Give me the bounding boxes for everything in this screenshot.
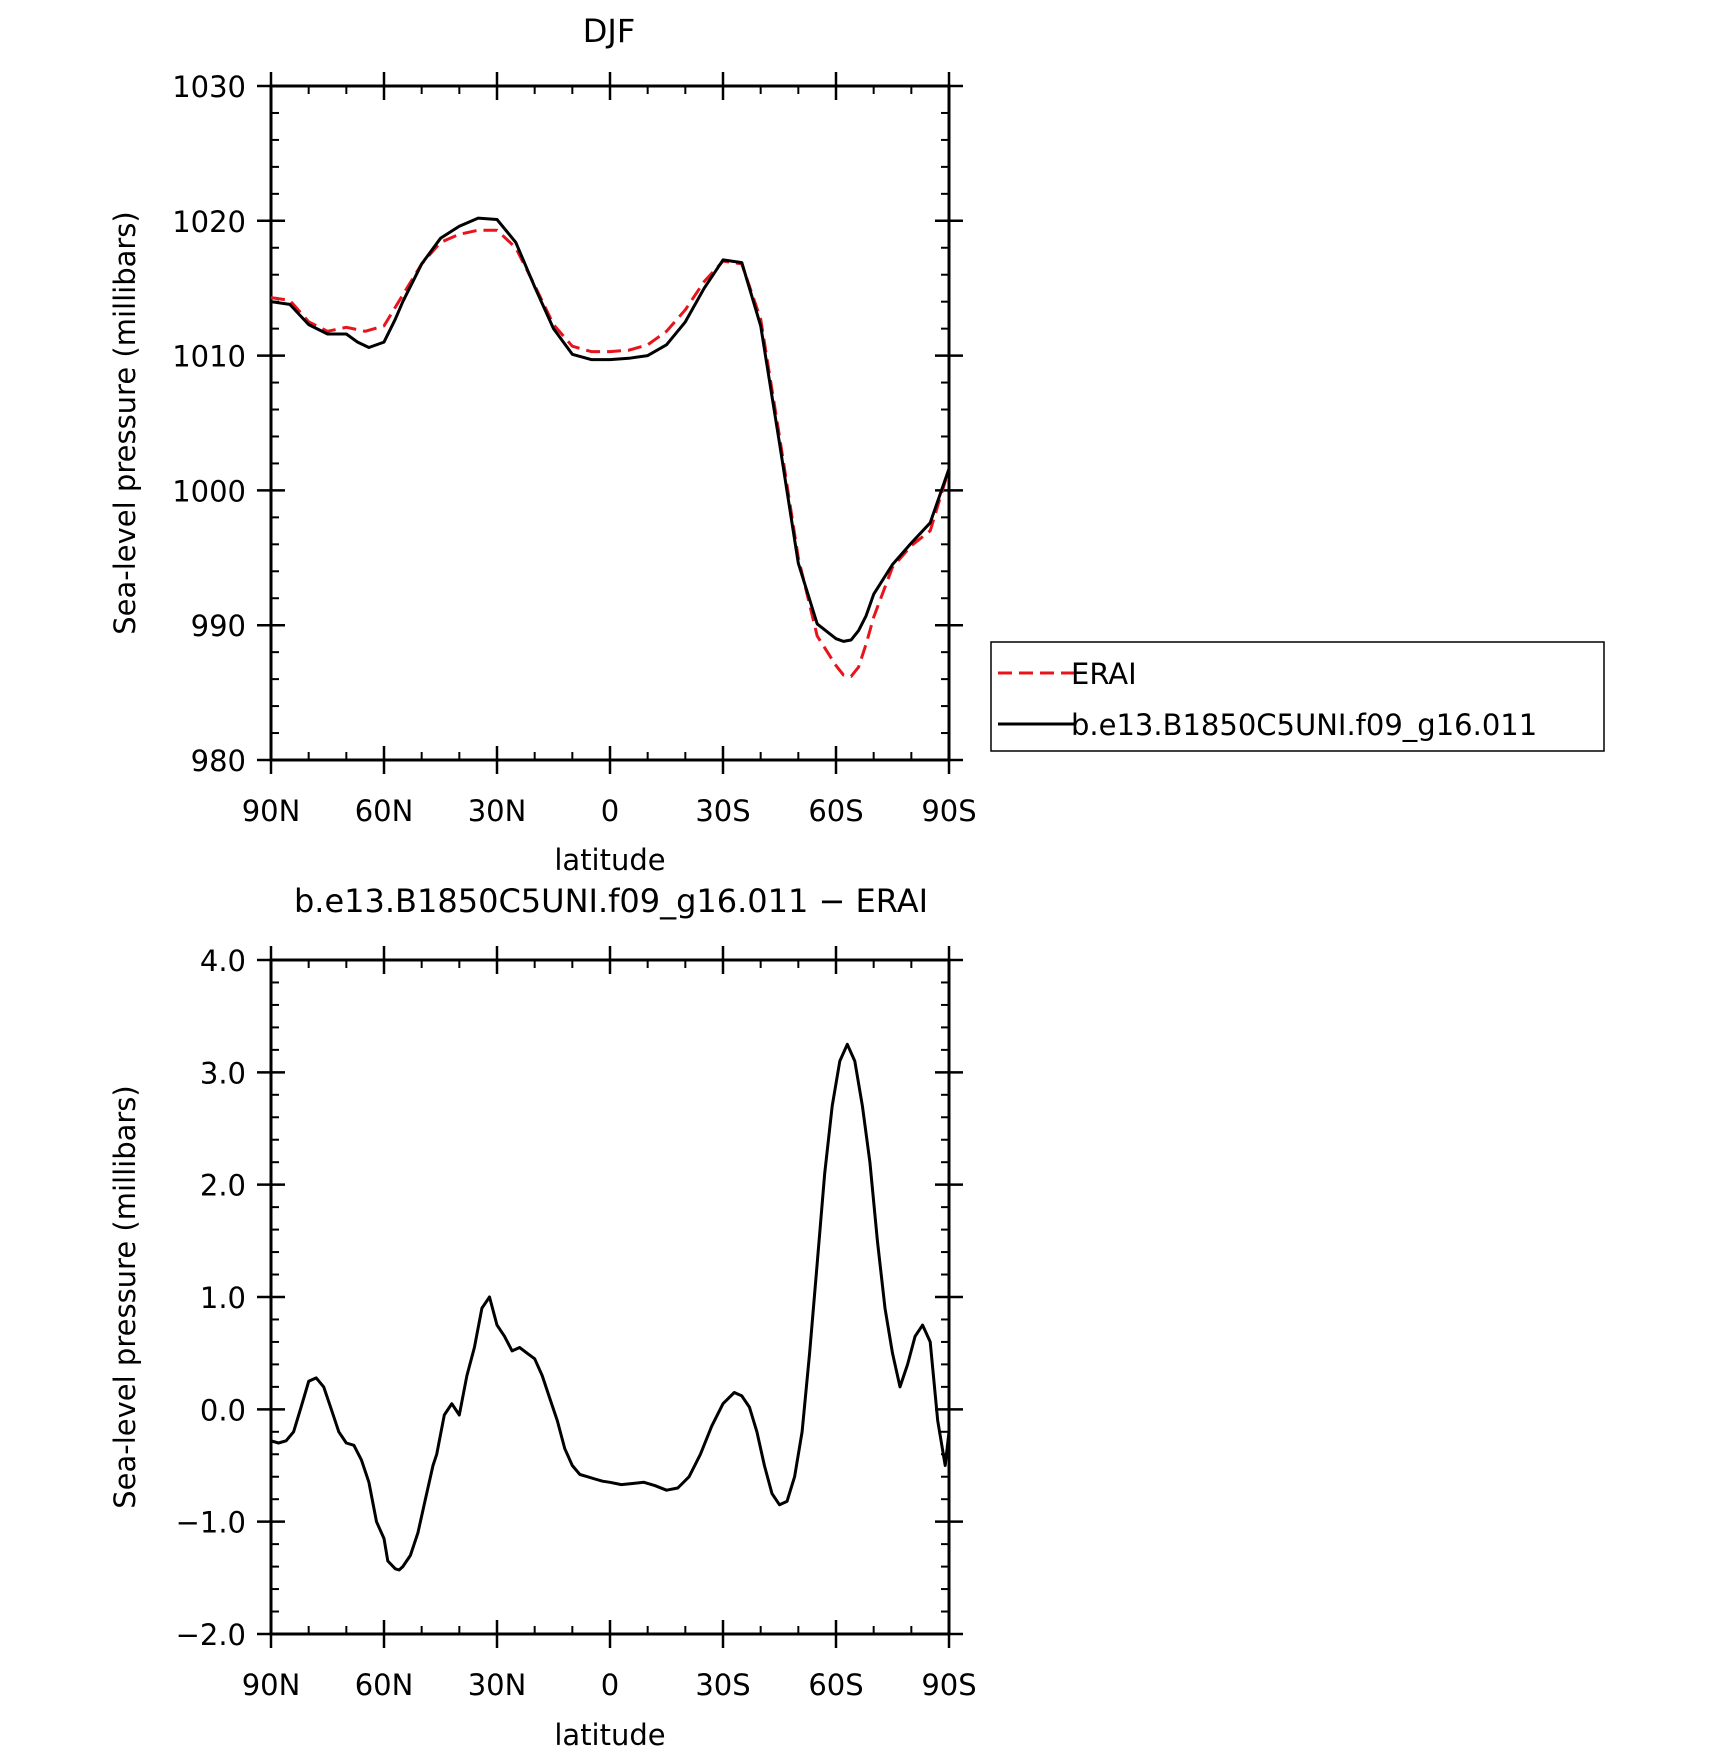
y-tick-label: 990 bbox=[191, 609, 246, 643]
x-tick-label: 30S bbox=[695, 794, 750, 828]
y-tick-label: 3.0 bbox=[200, 1056, 246, 1090]
y-tick-label: 1010 bbox=[172, 340, 246, 374]
top-x-tick-labels: 90N 60N 30N 0 30S 60S 90S bbox=[242, 794, 977, 828]
y-tick-label: 2.0 bbox=[200, 1169, 246, 1203]
y-tick-label: 1.0 bbox=[200, 1281, 246, 1315]
top-y-axis-label: Sea-level pressure (millibars) bbox=[108, 211, 142, 634]
x-tick-label: 60S bbox=[808, 1668, 863, 1702]
y-tick-label: −1.0 bbox=[176, 1506, 246, 1540]
bottom-x-axis-label: latitude bbox=[554, 1718, 665, 1751]
bottom-tick-marks bbox=[257, 946, 963, 1648]
legend-label-model: b.e13.B1850C5UNI.f09_g16.011 bbox=[1071, 708, 1537, 742]
top-chart: DJF 980 990 1000 1010 1020 1030 90N 60N 30N 0 30S… bbox=[108, 12, 1605, 877]
top-y-tick-labels: 980 990 1000 1010 1020 1030 bbox=[172, 70, 246, 778]
bottom-plot-frame bbox=[269, 958, 951, 1636]
y-tick-label: 0.0 bbox=[200, 1393, 246, 1427]
legend-box bbox=[990, 641, 1605, 752]
bottom-series-group bbox=[270, 1042, 951, 1572]
y-tick-label: 1000 bbox=[172, 474, 246, 508]
y-tick-label: −2.0 bbox=[176, 1618, 246, 1652]
x-tick-label: 90N bbox=[242, 1668, 301, 1702]
series-line-bot-0 bbox=[270, 1042, 951, 1572]
bottom-x-tick-labels: 90N 60N 30N 0 30S 60S 90S bbox=[242, 1668, 977, 1702]
x-tick-label: 0 bbox=[601, 794, 619, 828]
x-tick-label: 60N bbox=[355, 1668, 414, 1702]
top-tick-marks bbox=[257, 72, 963, 774]
y-tick-label: 980 bbox=[191, 744, 246, 778]
x-tick-label: 60N bbox=[355, 794, 414, 828]
top-x-axis-label: latitude bbox=[554, 843, 665, 877]
x-tick-label: 60S bbox=[808, 794, 863, 828]
x-tick-label: 0 bbox=[601, 1668, 619, 1702]
y-tick-label: 1020 bbox=[172, 205, 246, 239]
top-plot-frame bbox=[269, 84, 951, 762]
x-tick-label: 30N bbox=[468, 1668, 527, 1702]
x-tick-label: 90S bbox=[921, 794, 976, 828]
bottom-chart-title: b.e13.B1850C5UNI.f09_g16.011 − ERAI bbox=[294, 882, 928, 920]
x-tick-label: 90N bbox=[242, 794, 301, 828]
bottom-chart: b.e13.B1850C5UNI.f09_g16.011 − ERAI −2.0… bbox=[108, 882, 977, 1751]
x-tick-label: 90S bbox=[921, 1668, 976, 1702]
bottom-y-tick-labels: −2.0 −1.0 0.0 1.0 2.0 3.0 4.0 bbox=[176, 944, 246, 1652]
y-tick-label: 4.0 bbox=[200, 944, 246, 978]
top-chart-title: DJF bbox=[583, 12, 635, 50]
x-tick-label: 30N bbox=[468, 794, 527, 828]
bottom-y-axis-label: Sea-level pressure (millibars) bbox=[108, 1085, 142, 1508]
series-line-top-1 bbox=[270, 216, 951, 643]
legend: ERAI b.e13.B1850C5UNI.f09_g16.011 bbox=[990, 641, 1605, 752]
legend-label-erai: ERAI bbox=[1071, 657, 1137, 691]
x-tick-label: 30S bbox=[695, 1668, 750, 1702]
series-line-erai bbox=[270, 228, 951, 678]
y-tick-label: 1030 bbox=[172, 70, 246, 104]
top-series-group bbox=[270, 216, 951, 678]
